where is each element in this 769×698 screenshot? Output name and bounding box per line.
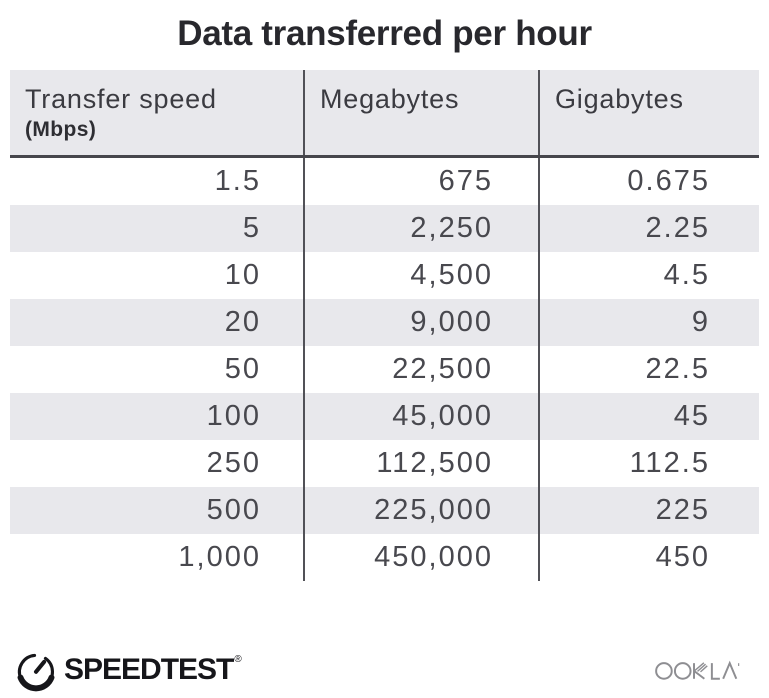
cell-gigabytes: 225 <box>538 487 759 534</box>
cell-speed: 5 <box>242 212 261 244</box>
col-header-transfer-speed-label: Transfer speed <box>25 84 217 114</box>
col-header-transfer-speed: Transfer speed (Mbps) <box>10 70 303 155</box>
page-title: Data transferred per hour <box>177 14 592 53</box>
table-row: 20 9,000 9 <box>10 299 759 346</box>
table-header-row: Transfer speed (Mbps) Megabytes Gigabyte… <box>10 70 759 158</box>
cell-gigabytes: 0.675 <box>538 158 759 205</box>
table-row: 1.5 675 0.675 <box>10 158 759 205</box>
cell-megabytes: 225,000 <box>303 487 538 534</box>
cell-gigabytes: 9 <box>538 299 759 346</box>
cell-gigabytes: 45 <box>538 393 759 440</box>
cell-gigabytes: 450 <box>538 534 759 581</box>
cell-megabytes: 9,000 <box>303 299 538 346</box>
cell-gigabytes: 2.25 <box>538 205 759 252</box>
footer: SPEEDTEST ® <box>0 646 769 694</box>
cell-gigabytes: 4.5 <box>538 252 759 299</box>
table-row: 10 4,500 4.5 <box>10 252 759 299</box>
cell-speed: 10 <box>224 259 261 291</box>
table-row: 5 2,250 2.25 <box>10 205 759 252</box>
table-row: 50 22,500 22.5 <box>10 346 759 393</box>
speedtest-gauge-icon <box>17 653 55 692</box>
cell-speed: 20 <box>224 306 261 338</box>
cell-gigabytes: 22.5 <box>538 346 759 393</box>
cell-gigabytes: 112.5 <box>538 440 759 487</box>
speedtest-logo: SPEEDTEST ® <box>14 648 242 692</box>
table-row: 500 225,000 225 <box>10 487 759 534</box>
cell-megabytes: 4,500 <box>303 252 538 299</box>
cell-speed: 500 <box>206 494 261 526</box>
cell-megabytes: 675 <box>303 158 538 205</box>
table-row: 100 45,000 45 <box>10 393 759 440</box>
cell-megabytes: 450,000 <box>303 534 538 581</box>
cell-speed: 250 <box>206 447 261 479</box>
table-row: 250 112,500 112.5 <box>10 440 759 487</box>
col-header-mbps-unit: (Mbps) <box>25 118 97 142</box>
cell-megabytes: 22,500 <box>303 346 538 393</box>
cell-speed: 50 <box>224 353 261 385</box>
cell-megabytes: 2,250 <box>303 205 538 252</box>
speedtest-wordmark: SPEEDTEST <box>64 653 234 686</box>
col-header-megabytes: Megabytes <box>303 70 538 155</box>
cell-megabytes: 112,500 <box>303 440 538 487</box>
cell-megabytes: 45,000 <box>303 393 538 440</box>
data-table: Transfer speed (Mbps) Megabytes Gigabyte… <box>10 70 759 581</box>
table-row: 1,000 450,000 450 <box>10 534 759 581</box>
cell-speed: 100 <box>206 400 261 432</box>
cell-speed: 1.5 <box>214 165 261 197</box>
cell-speed: 1,000 <box>178 541 261 573</box>
registered-trademark-mark: ® <box>234 654 242 665</box>
ookla-wordmark <box>655 660 740 680</box>
col-header-gigabytes: Gigabytes <box>538 70 759 155</box>
